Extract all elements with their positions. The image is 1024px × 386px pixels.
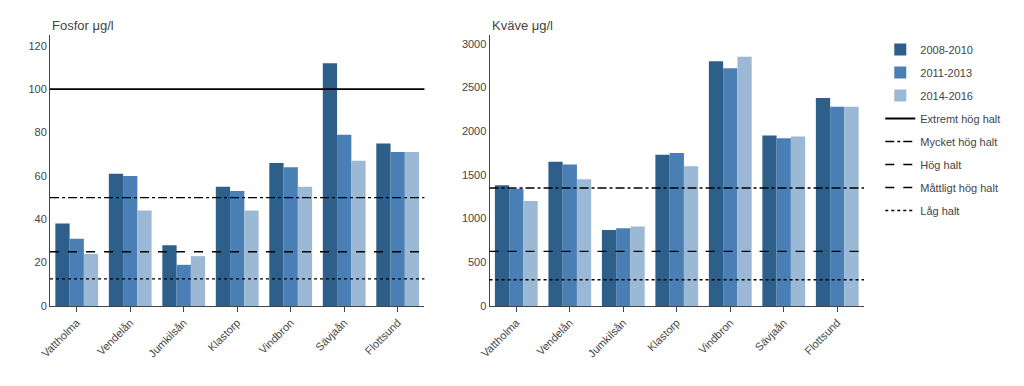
svg-text:40: 40 <box>35 213 47 225</box>
svg-text:Vindbron: Vindbron <box>257 317 296 356</box>
svg-text:1000: 1000 <box>462 212 486 224</box>
svg-text:120: 120 <box>28 40 46 52</box>
svg-text:100: 100 <box>28 83 46 95</box>
svg-text:3000: 3000 <box>462 38 486 50</box>
svg-text:0: 0 <box>41 300 47 312</box>
svg-text:2011-2013: 2011-2013 <box>920 67 972 79</box>
svg-text:Jumkilsån: Jumkilsån <box>146 317 189 360</box>
svg-text:Hög halt: Hög halt <box>920 159 961 171</box>
svg-text:1500: 1500 <box>462 169 486 181</box>
svg-text:Låg halt: Låg halt <box>920 205 959 217</box>
svg-text:0: 0 <box>480 300 486 312</box>
svg-text:Vendelån: Vendelån <box>534 317 575 358</box>
svg-text:2014-2016: 2014-2016 <box>920 90 973 102</box>
svg-text:Jumkilsån: Jumkilsån <box>586 317 629 360</box>
svg-text:80: 80 <box>35 126 47 138</box>
svg-text:Måttligt hög halt: Måttligt hög halt <box>920 182 998 194</box>
svg-text:Klastorp: Klastorp <box>645 317 682 354</box>
svg-text:2008-2010: 2008-2010 <box>920 44 973 56</box>
svg-text:Vattholma: Vattholma <box>479 316 523 360</box>
svg-text:Sävjaån: Sävjaån <box>313 317 350 354</box>
svg-text:Extremt hög halt: Extremt hög halt <box>920 113 1000 125</box>
svg-text:Klastorp: Klastorp <box>205 317 242 354</box>
svg-text:Vindbron: Vindbron <box>696 317 735 356</box>
svg-text:500: 500 <box>468 256 486 268</box>
svg-text:Sävjaån: Sävjaån <box>752 317 789 354</box>
svg-text:60: 60 <box>35 170 47 182</box>
svg-text:2000: 2000 <box>462 125 486 137</box>
svg-text:Fosfor μg/l: Fosfor μg/l <box>52 18 114 33</box>
svg-text:Kväve μg/l: Kväve μg/l <box>492 18 553 33</box>
svg-text:Vendelån: Vendelån <box>95 317 136 358</box>
svg-text:Flottsund: Flottsund <box>802 317 842 357</box>
svg-text:2500: 2500 <box>462 81 486 93</box>
svg-text:Vattholma: Vattholma <box>39 316 83 360</box>
svg-text:Flottsund: Flottsund <box>363 317 403 357</box>
svg-text:Mycket hög halt: Mycket hög halt <box>920 136 997 148</box>
svg-text:20: 20 <box>35 256 47 268</box>
